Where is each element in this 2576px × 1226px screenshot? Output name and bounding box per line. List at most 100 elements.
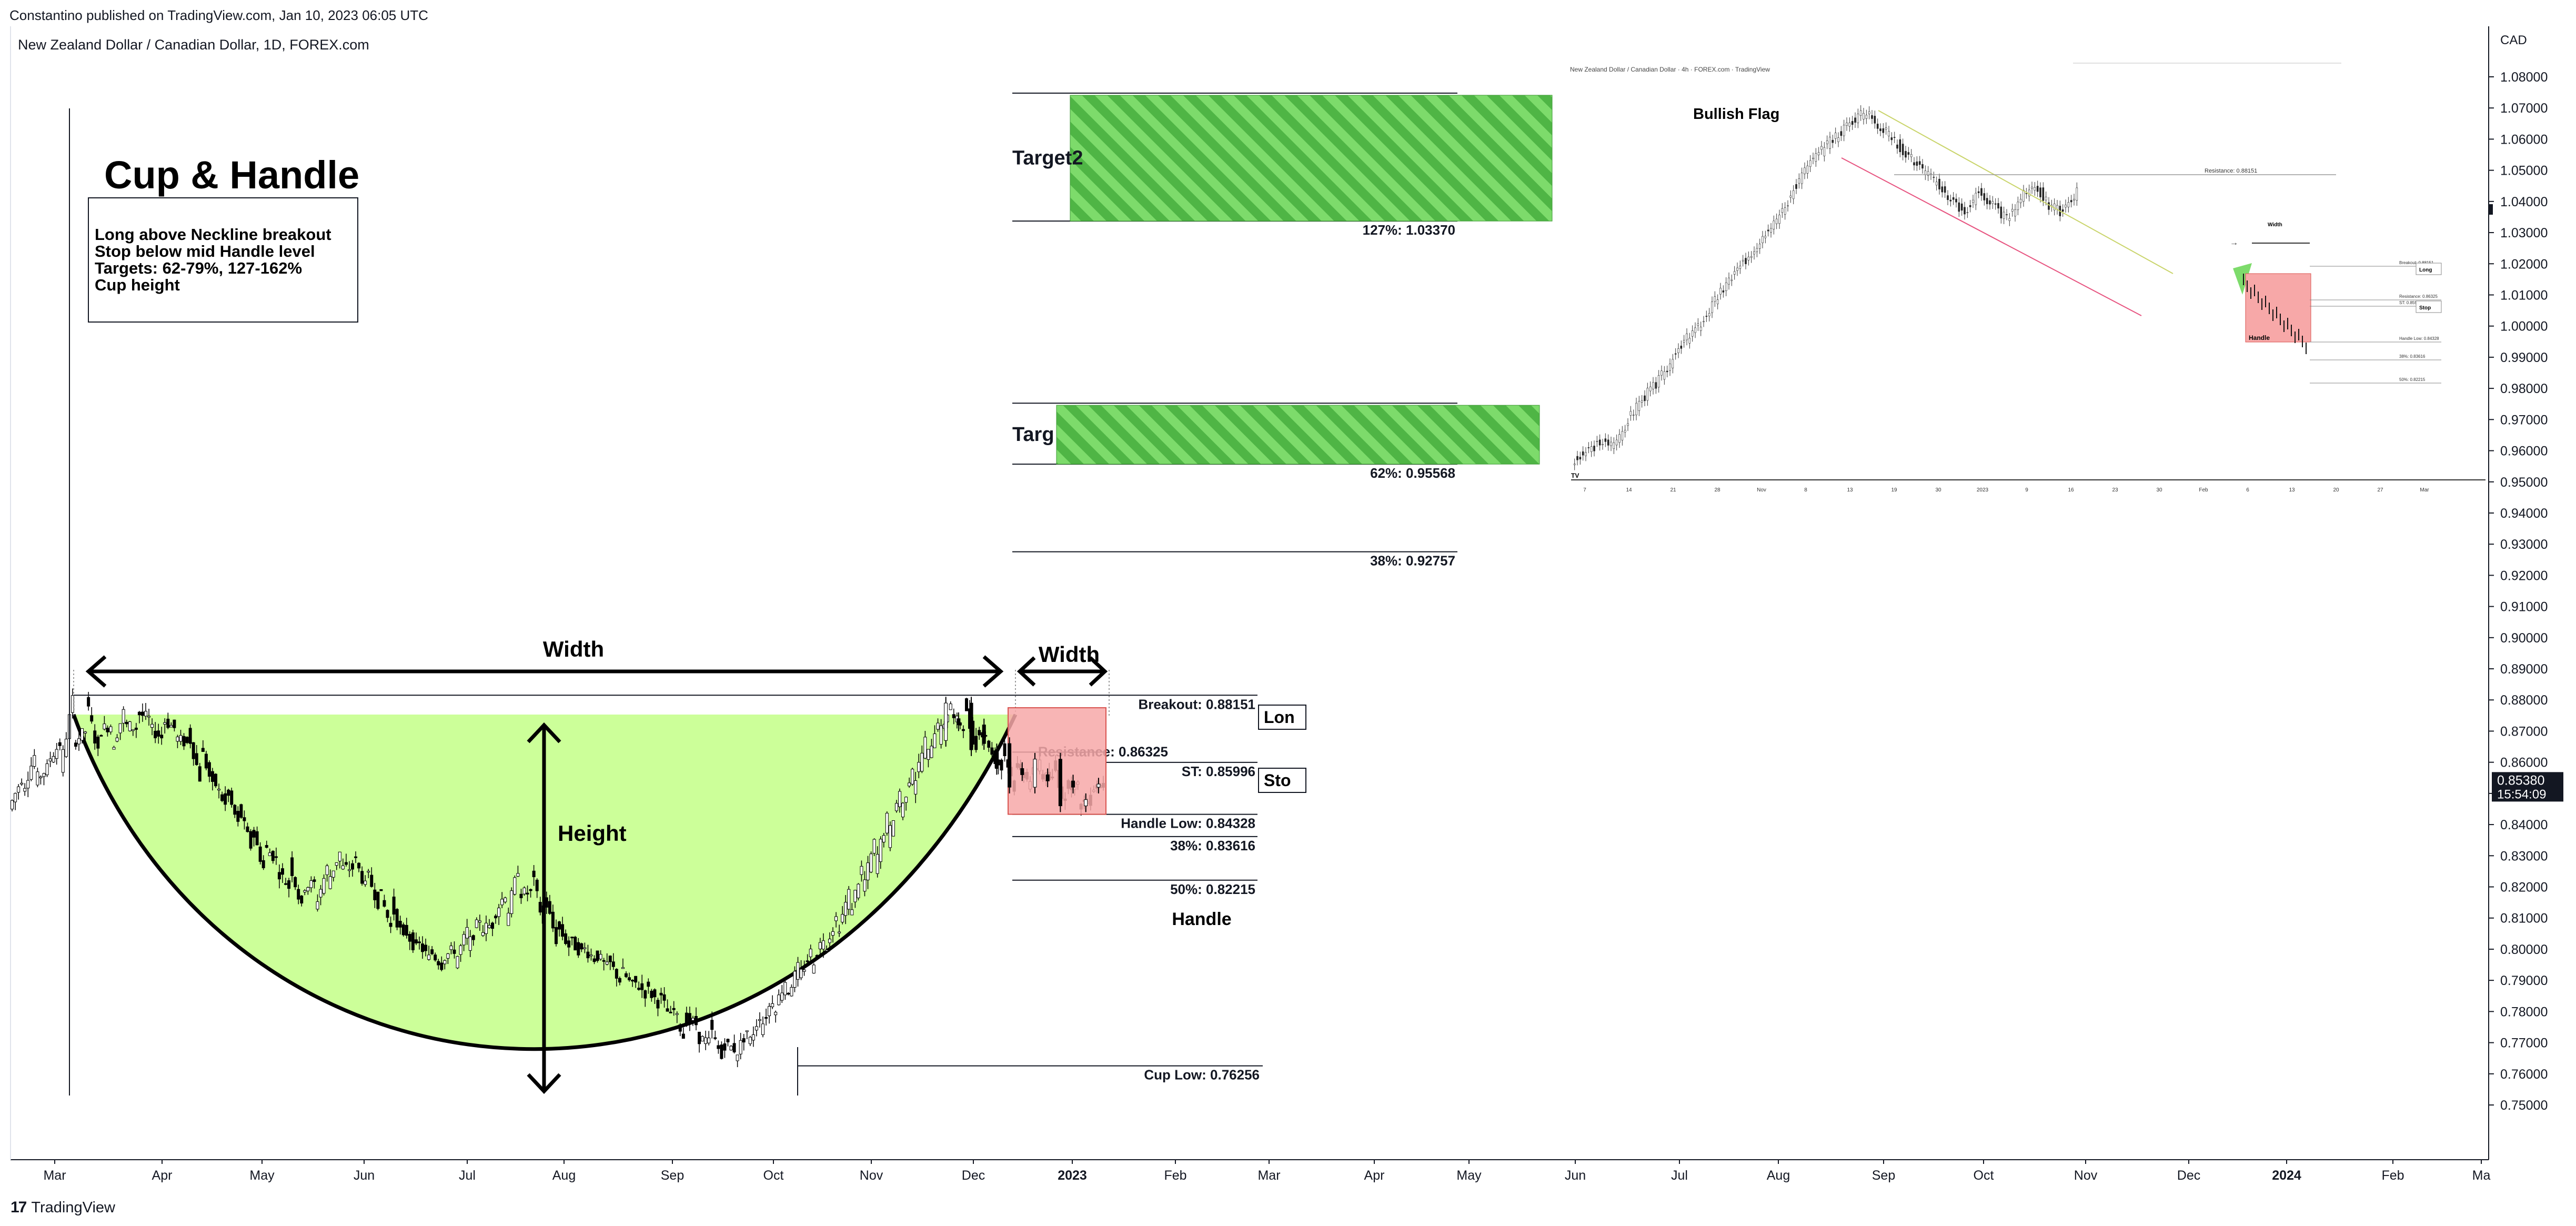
- candle-body: [313, 879, 316, 882]
- candle-body: [904, 797, 908, 803]
- inset-candle: [1652, 382, 1654, 389]
- inset-candle: [2036, 186, 2039, 192]
- candle-body: [739, 1040, 742, 1054]
- inset-candle: [1644, 395, 1646, 401]
- inset-time-label: 7: [1583, 487, 1586, 493]
- candle-body: [300, 896, 304, 903]
- candle-body: [220, 794, 224, 801]
- inset-candle: [1916, 161, 1918, 166]
- inset-candle: [1910, 154, 1913, 157]
- candle-body: [969, 702, 973, 750]
- inset-candle: [1804, 167, 1806, 174]
- candle-body: [478, 920, 481, 923]
- candle-body: [58, 742, 62, 746]
- candle-body: [437, 961, 440, 966]
- last-price-badge: [2492, 772, 2563, 802]
- price-tick-label: 1.08000: [2500, 70, 2548, 85]
- candle-body: [93, 730, 97, 743]
- candle-body: [147, 716, 151, 718]
- inset-candle: [1649, 386, 1652, 391]
- inset-mini-handle: [2245, 273, 2311, 343]
- inset-candle: [2070, 200, 2072, 203]
- candle-body: [513, 877, 517, 895]
- inset-candle: [1672, 359, 1674, 368]
- candle-body: [927, 749, 930, 760]
- candle-body: [685, 1012, 688, 1026]
- inset-candle: [1865, 115, 1868, 119]
- inset-logo-icon: TV: [1571, 472, 1579, 479]
- inset-candle: [1742, 260, 1744, 262]
- price-tick-label: 0.84000: [2500, 818, 2548, 832]
- candle-body: [824, 949, 828, 951]
- inset-candle: [1576, 456, 1578, 460]
- candle-body: [990, 747, 994, 755]
- inset-candle: [1980, 188, 1983, 196]
- candle-body: [176, 737, 179, 742]
- candle-body: [615, 969, 618, 979]
- candle-body: [659, 992, 663, 996]
- inset-candle: [1708, 313, 1710, 317]
- inset-candle: [1888, 131, 1890, 136]
- candle-body: [695, 1016, 698, 1026]
- inset-candle: [1587, 447, 1590, 448]
- candle-body: [754, 1026, 758, 1031]
- candle-body: [726, 1039, 730, 1042]
- inset-candle: [1893, 137, 1896, 138]
- inset-candle: [1638, 401, 1641, 411]
- candle-body: [325, 865, 329, 876]
- inset-time-label: 16: [2068, 487, 2074, 493]
- candle-body: [344, 862, 348, 865]
- inset-candle: [1585, 452, 1587, 456]
- inset-candle: [1764, 236, 1767, 238]
- inset-candle: [1832, 139, 1834, 143]
- price-tick-label: 0.90000: [2500, 631, 2548, 646]
- note-line: Cup height: [95, 276, 180, 294]
- inset-candle: [1960, 203, 1963, 211]
- candle-body: [481, 932, 485, 936]
- inset-candle: [1666, 370, 1668, 373]
- inset-candle: [1705, 316, 1708, 317]
- inset-candle: [2053, 203, 2056, 210]
- time-tick-label: Dec: [962, 1168, 985, 1183]
- inset-candle: [1756, 248, 1758, 252]
- candle-body: [17, 786, 21, 793]
- candle-body: [558, 921, 561, 930]
- candle-body: [23, 788, 27, 792]
- candle-body: [583, 947, 587, 949]
- candle-body: [462, 934, 466, 946]
- inset-candle: [2042, 187, 2045, 201]
- candle-body: [488, 925, 491, 928]
- candle-body: [853, 890, 857, 902]
- candle-body: [224, 793, 227, 805]
- candle-body: [456, 956, 459, 969]
- inset-candle: [1983, 193, 1986, 200]
- candle-body: [944, 702, 948, 741]
- inset-candle: [1958, 202, 1960, 212]
- candle-body: [994, 749, 999, 769]
- candle-body: [567, 940, 571, 948]
- candle-body: [821, 940, 825, 950]
- candle-body: [961, 729, 965, 731]
- price-tick-label: 0.76000: [2500, 1067, 2548, 1082]
- inset-level-label: Handle Low: 0.84328: [2399, 336, 2439, 341]
- candle-body: [850, 909, 854, 916]
- candle-body: [529, 889, 532, 891]
- candle-body: [331, 870, 335, 878]
- price-tick-label: 0.98000: [2500, 381, 2548, 396]
- inset-candle: [1677, 348, 1679, 353]
- inset-candle: [1851, 121, 1854, 125]
- candle-body: [90, 715, 94, 722]
- candle-body: [280, 868, 284, 875]
- inset-candle: [2025, 193, 2028, 194]
- symbol-title: New Zealand Dollar / Canadian Dollar, 1D…: [18, 37, 369, 53]
- inset-candle: [1753, 252, 1755, 255]
- inset-candle: [1624, 430, 1626, 433]
- candle-body: [373, 889, 377, 900]
- tradingview-brand[interactable]: 17 TradingView: [11, 1199, 115, 1217]
- arrowhead-icon: [527, 722, 561, 743]
- candle-body: [26, 780, 30, 789]
- inset-candle: [1593, 446, 1595, 451]
- candle-body: [195, 753, 198, 765]
- inset-candle: [1680, 346, 1683, 349]
